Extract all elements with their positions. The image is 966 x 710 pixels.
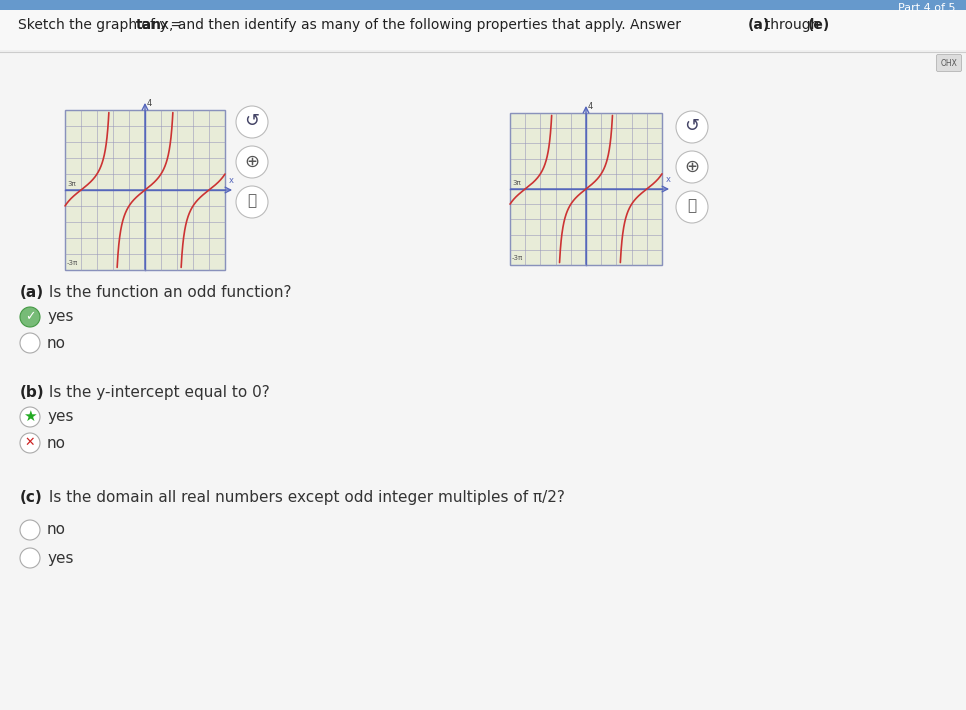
Circle shape: [236, 186, 268, 218]
Circle shape: [20, 407, 40, 427]
Circle shape: [236, 106, 268, 138]
Text: no: no: [47, 523, 66, 537]
Text: through: through: [762, 18, 822, 32]
Text: OHX: OHX: [941, 58, 957, 67]
Circle shape: [20, 307, 40, 327]
Text: ✓: ✓: [25, 310, 35, 324]
Text: Sketch the graph of y =: Sketch the graph of y =: [18, 18, 185, 32]
Bar: [0, 0, 966, 15]
Text: (a): (a): [748, 18, 770, 32]
Text: 4: 4: [588, 102, 593, 111]
Circle shape: [20, 520, 40, 540]
Circle shape: [20, 548, 40, 568]
Text: yes: yes: [47, 410, 73, 425]
Text: Is the y-intercept equal to 0?: Is the y-intercept equal to 0?: [44, 385, 270, 400]
Text: ⤢: ⤢: [688, 199, 696, 214]
Bar: [65, 110, 225, 270]
Bar: [510, 113, 662, 265]
Text: no: no: [47, 435, 66, 451]
Text: ↺: ↺: [685, 117, 699, 135]
Text: ↺: ↺: [244, 112, 260, 130]
Text: ⊕: ⊕: [685, 158, 699, 176]
Circle shape: [676, 111, 708, 143]
Circle shape: [20, 333, 40, 353]
Circle shape: [20, 433, 40, 453]
Bar: [510, 113, 662, 265]
Circle shape: [236, 146, 268, 178]
Text: ⊕: ⊕: [244, 153, 260, 171]
Text: no: no: [47, 336, 66, 351]
Text: Part 4 of 5: Part 4 of 5: [897, 3, 955, 13]
Text: x: x: [666, 175, 671, 184]
Text: x: x: [229, 176, 234, 185]
Bar: [0, 10, 966, 50]
Text: -3π: -3π: [512, 255, 524, 261]
Text: 4: 4: [147, 99, 153, 108]
Text: Is the function an odd function?: Is the function an odd function?: [44, 285, 292, 300]
Text: x, and then identify as many of the following properties that apply. Answer: x, and then identify as many of the foll…: [158, 18, 684, 32]
Circle shape: [676, 191, 708, 223]
Text: 3π: 3π: [67, 181, 75, 187]
Text: (c): (c): [20, 490, 43, 505]
Bar: [65, 110, 225, 270]
Text: (e): (e): [808, 18, 830, 32]
Text: ⤢: ⤢: [247, 194, 257, 209]
Text: 3π: 3π: [512, 180, 521, 186]
Text: -3π: -3π: [67, 260, 78, 266]
FancyBboxPatch shape: [936, 55, 961, 72]
Text: tan: tan: [136, 18, 162, 32]
Text: ✕: ✕: [25, 435, 35, 449]
Text: (b): (b): [20, 385, 44, 400]
Text: yes: yes: [47, 310, 73, 324]
Text: (a): (a): [20, 285, 44, 300]
Text: Is the domain all real numbers except odd integer multiples of π/2?: Is the domain all real numbers except od…: [44, 490, 565, 505]
Text: yes: yes: [47, 550, 73, 565]
Text: ★: ★: [23, 408, 37, 423]
Circle shape: [676, 151, 708, 183]
